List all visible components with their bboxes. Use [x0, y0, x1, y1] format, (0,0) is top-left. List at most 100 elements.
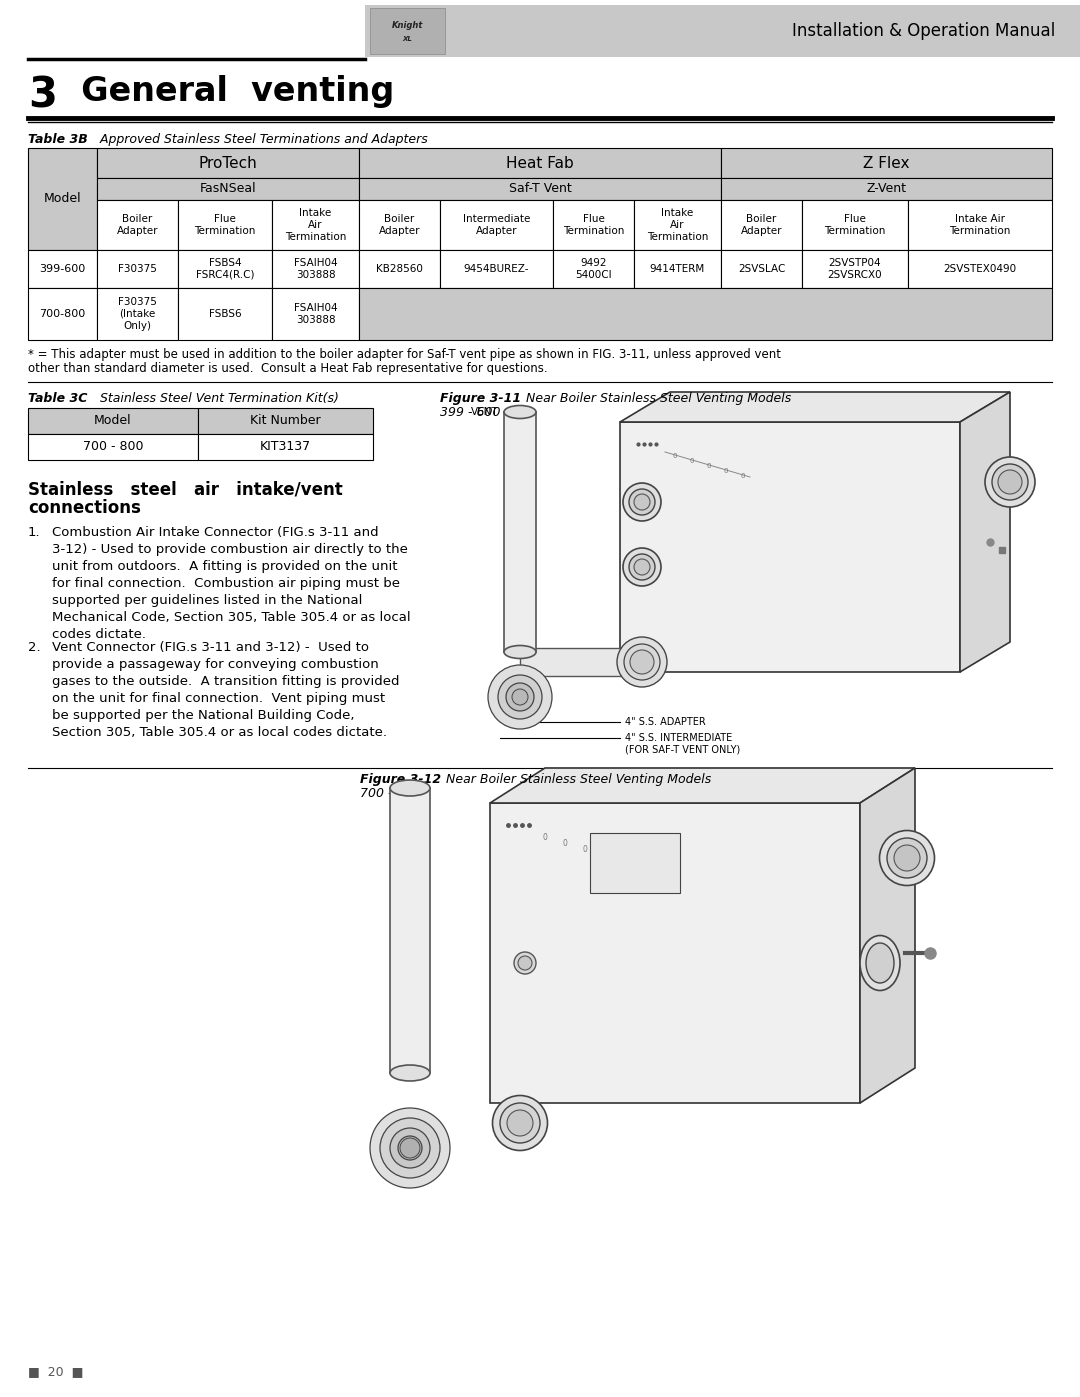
Text: 0: 0: [741, 474, 745, 479]
Bar: [721, 177, 1052, 200]
Bar: [198, 408, 373, 434]
Bar: [634, 200, 721, 250]
Text: 0: 0: [673, 453, 677, 460]
Text: Figure 3-11: Figure 3-11: [440, 393, 522, 405]
Text: 0: 0: [724, 468, 728, 474]
Text: 4" S.S. INTERMEDIATE: 4" S.S. INTERMEDIATE: [625, 733, 732, 743]
Text: KIT3137: KIT3137: [260, 440, 311, 454]
Text: Near Boiler Stainless Steel Venting Models: Near Boiler Stainless Steel Venting Mode…: [442, 773, 712, 787]
Text: Boiler
Adapter: Boiler Adapter: [379, 214, 420, 236]
Text: ProTech: ProTech: [199, 155, 257, 170]
Bar: [802, 200, 908, 250]
Text: Flue
Termination: Flue Termination: [194, 214, 256, 236]
Text: 9414TERM: 9414TERM: [650, 264, 705, 274]
Bar: [519, 648, 642, 676]
Text: Installation & Operation Manual: Installation & Operation Manual: [792, 22, 1055, 41]
Text: connections: connections: [28, 499, 140, 517]
Text: Model: Model: [43, 193, 81, 205]
Ellipse shape: [985, 457, 1035, 507]
Ellipse shape: [400, 1139, 420, 1158]
Text: 700 - 800: 700 - 800: [83, 440, 144, 454]
Text: ■  20  ■: ■ 20 ■: [28, 1365, 83, 1377]
Ellipse shape: [399, 1136, 422, 1160]
Bar: [272, 250, 359, 288]
Bar: [553, 250, 634, 288]
Text: 399-600: 399-600: [39, 264, 85, 274]
Polygon shape: [490, 768, 915, 803]
Ellipse shape: [894, 845, 920, 870]
Text: (FOR SAF-T VENT ONLY): (FOR SAF-T VENT ONLY): [625, 745, 740, 754]
Text: Saf-T Vent: Saf-T Vent: [509, 183, 571, 196]
Ellipse shape: [504, 645, 536, 658]
Text: 1.: 1.: [28, 527, 41, 539]
Text: Near Boiler Stainless Steel Venting Models: Near Boiler Stainless Steel Venting Mode…: [522, 393, 792, 405]
Text: Table 3C: Table 3C: [28, 393, 87, 405]
Text: XL: XL: [403, 36, 413, 42]
Ellipse shape: [500, 1104, 540, 1143]
Ellipse shape: [629, 489, 654, 515]
Text: 2SVSTP04
2SVSRCX0: 2SVSTP04 2SVSRCX0: [827, 258, 882, 279]
Bar: [440, 200, 553, 250]
Text: KB28560: KB28560: [376, 264, 423, 274]
Ellipse shape: [514, 951, 536, 974]
Bar: [908, 200, 1052, 250]
Ellipse shape: [998, 469, 1022, 495]
Ellipse shape: [390, 1127, 430, 1168]
Bar: [28, 434, 198, 460]
Bar: [721, 200, 802, 250]
Ellipse shape: [507, 1111, 534, 1136]
Text: General  venting: General venting: [58, 75, 394, 108]
Ellipse shape: [518, 956, 532, 970]
Ellipse shape: [634, 495, 650, 510]
Text: F30375: F30375: [118, 264, 157, 274]
Text: Table 3B: Table 3B: [28, 133, 87, 147]
Text: 700-800: 700-800: [39, 309, 85, 319]
Bar: [359, 200, 440, 250]
Polygon shape: [620, 393, 1010, 422]
Text: Combustion Air Intake Connector (FIG.s 3-11 and
3-12) - Used to provide combusti: Combustion Air Intake Connector (FIG.s 3…: [52, 527, 410, 641]
Bar: [634, 250, 721, 288]
Bar: [178, 250, 272, 288]
Ellipse shape: [860, 936, 900, 990]
Text: Figure 3-12: Figure 3-12: [360, 773, 441, 787]
Text: F30375
(Intake
Only): F30375 (Intake Only): [118, 298, 157, 331]
Text: Model: Model: [94, 415, 132, 427]
Bar: [198, 434, 373, 460]
Bar: [272, 288, 359, 339]
Bar: [620, 422, 960, 672]
Text: Flue
Termination: Flue Termination: [824, 214, 886, 236]
Text: FSAIH04
303888: FSAIH04 303888: [294, 258, 337, 279]
Text: 4" S.S. ADAPTER: 4" S.S. ADAPTER: [625, 717, 705, 726]
Text: FasNSeal: FasNSeal: [200, 183, 256, 196]
Text: Heat Fab: Heat Fab: [507, 155, 573, 170]
Text: 0: 0: [542, 834, 548, 842]
Text: 2SVSLAC: 2SVSLAC: [738, 264, 785, 274]
Text: 2SVSTEX0490: 2SVSTEX0490: [944, 264, 1016, 274]
Bar: [97, 148, 359, 177]
Bar: [359, 250, 440, 288]
Bar: [97, 250, 178, 288]
Ellipse shape: [504, 405, 536, 419]
Text: 9492
5400CI: 9492 5400CI: [576, 258, 611, 279]
Bar: [359, 148, 721, 177]
Text: FSBS6: FSBS6: [208, 309, 241, 319]
Bar: [370, 8, 445, 54]
Bar: [721, 250, 802, 288]
Text: Approved Stainless Steel Terminations and Adapters: Approved Stainless Steel Terminations an…: [96, 133, 428, 147]
Bar: [590, 833, 680, 893]
Text: Intake
Air
Termination: Intake Air Termination: [285, 208, 347, 242]
Text: 399 - 600: 399 - 600: [440, 407, 500, 419]
Bar: [97, 177, 359, 200]
Text: 9454BUREZ-: 9454BUREZ-: [463, 264, 529, 274]
Ellipse shape: [492, 1095, 548, 1151]
Text: other than standard diameter is used.  Consult a Heat Fab representative for que: other than standard diameter is used. Co…: [28, 362, 548, 374]
Ellipse shape: [634, 559, 650, 576]
Bar: [359, 288, 1052, 339]
Text: 0: 0: [603, 852, 607, 861]
Ellipse shape: [370, 1108, 450, 1187]
Text: * = This adapter must be used in addition to the boiler adapter for Saf-T vent p: * = This adapter must be used in additio…: [28, 348, 781, 360]
Polygon shape: [960, 393, 1010, 672]
Text: FSAIH04
303888: FSAIH04 303888: [294, 303, 337, 324]
Text: Intake Air
Termination: Intake Air Termination: [949, 214, 1011, 236]
Text: Stainless   steel   air   intake/vent: Stainless steel air intake/vent: [28, 481, 342, 497]
